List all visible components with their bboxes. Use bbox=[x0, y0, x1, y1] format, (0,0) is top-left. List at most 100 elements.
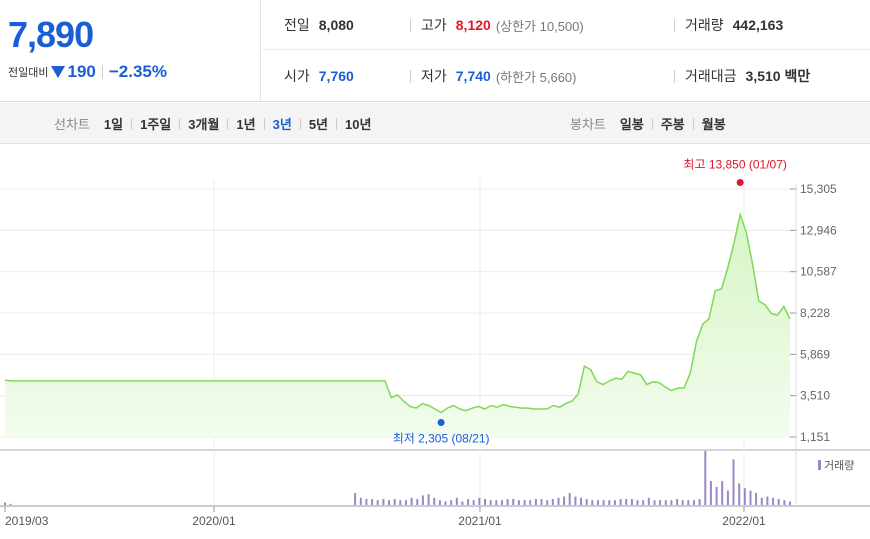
stat-value: 8,120 bbox=[455, 17, 491, 33]
stat-label: 고가 bbox=[421, 17, 447, 33]
volume-bar bbox=[444, 501, 447, 505]
volume-bar bbox=[517, 500, 520, 505]
stats-row: 시가 7,760 저가 7,740 (하한가 5,660) 거래대금 3,510… bbox=[262, 51, 870, 101]
current-price: 7,890 bbox=[8, 14, 94, 55]
divider bbox=[674, 69, 675, 83]
divider bbox=[336, 117, 338, 130]
period-1y[interactable]: 1년 bbox=[236, 117, 256, 132]
volume-bar bbox=[529, 500, 532, 505]
price-area bbox=[5, 214, 790, 437]
volume-bar bbox=[382, 499, 385, 505]
divider bbox=[131, 117, 133, 130]
period-10y[interactable]: 10년 bbox=[345, 117, 372, 132]
y-tick-label: 1,151 bbox=[800, 430, 830, 444]
volume-bar bbox=[405, 500, 407, 505]
volume-bar bbox=[687, 500, 690, 505]
volume-bar bbox=[523, 500, 526, 505]
volume-bar bbox=[630, 499, 633, 505]
volume-bar bbox=[721, 481, 724, 505]
candle-chart-label: 봉차트 bbox=[570, 117, 606, 132]
stat-sub: (상한가 10,500) bbox=[495, 18, 584, 34]
stat-label: 시가 bbox=[284, 68, 310, 84]
line-chart-periods: 선차트 1일 1주일 3개월 1년 3년 5년 10년 bbox=[54, 103, 371, 144]
candle-monthly[interactable]: 월봉 bbox=[701, 117, 726, 132]
stat-label: 거래량 bbox=[685, 17, 724, 33]
volume-bar bbox=[501, 500, 503, 505]
y-tick-label: 15,305 bbox=[800, 182, 837, 196]
volume-bar bbox=[613, 500, 616, 505]
volume-bar bbox=[597, 500, 599, 505]
volume-bar bbox=[743, 488, 746, 505]
volume-bar bbox=[777, 499, 780, 505]
y-tick-label: 5,869 bbox=[800, 347, 830, 361]
period-3y[interactable]: 3년 bbox=[272, 117, 292, 132]
volume-bar bbox=[416, 499, 419, 505]
volume-bar bbox=[506, 499, 509, 505]
volume-bar bbox=[9, 503, 12, 505]
divider bbox=[101, 65, 103, 79]
volume-bar bbox=[670, 500, 673, 505]
volume-bar bbox=[546, 500, 549, 505]
candle-daily[interactable]: 일봉 bbox=[619, 117, 644, 132]
volume-bar bbox=[659, 500, 662, 505]
period-1w[interactable]: 1주일 bbox=[140, 117, 172, 132]
stat-value: 3,510 백만 bbox=[745, 68, 811, 84]
stat-low: 저가 7,740 (하한가 5,660) bbox=[410, 51, 577, 101]
volume-bar bbox=[461, 501, 464, 505]
volume-bar bbox=[534, 499, 537, 505]
volume-bar bbox=[376, 500, 379, 505]
stats-row: 전일 8,080 고가 8,120 (상한가 10,500) 거래량 442,1… bbox=[262, 0, 870, 50]
volume-bar bbox=[489, 500, 492, 505]
divider bbox=[692, 117, 694, 130]
volume-bar bbox=[365, 499, 368, 505]
volume-bar bbox=[359, 497, 362, 505]
divider bbox=[263, 117, 265, 130]
stat-high: 고가 8,120 (상한가 10,500) bbox=[410, 0, 584, 50]
max-marker bbox=[736, 178, 744, 186]
volume-bar bbox=[749, 490, 752, 505]
volume-bar bbox=[602, 500, 605, 505]
price-line bbox=[4, 211, 791, 414]
volume-bar bbox=[653, 500, 656, 505]
volume-bar bbox=[450, 500, 453, 505]
volume-bar bbox=[647, 497, 650, 505]
stat-value: 7,760 bbox=[318, 68, 354, 84]
volume-bar bbox=[4, 502, 6, 505]
period-3m[interactable]: 3개월 bbox=[188, 117, 220, 132]
chart-toolbar: 선차트 1일 1주일 3개월 1년 3년 5년 10년 봉차트 일봉 주봉 월봉 bbox=[0, 103, 870, 144]
stat-label: 전일 bbox=[284, 17, 310, 33]
volume-bar bbox=[551, 499, 554, 505]
y-tick-label: 3,510 bbox=[800, 389, 830, 403]
volume-bar bbox=[755, 493, 758, 505]
volume-bar bbox=[591, 500, 594, 505]
max-annotation: 최고 13,850 (01/07) bbox=[683, 157, 786, 171]
candle-weekly[interactable]: 주봉 bbox=[660, 117, 685, 132]
x-tick-label: 2022/01 bbox=[722, 514, 766, 528]
change-percent: −2.35% bbox=[108, 62, 167, 81]
x-tick-label: 2021/01 bbox=[458, 514, 502, 528]
volume-legend-swatch bbox=[818, 460, 821, 470]
stat-value: 442,163 bbox=[732, 17, 784, 33]
divider bbox=[651, 117, 653, 130]
volume-bar bbox=[625, 499, 628, 505]
volume-bar bbox=[354, 493, 357, 505]
volume-bar bbox=[760, 497, 763, 505]
stat-volume: 거래량 442,163 bbox=[674, 0, 783, 50]
volume-bar bbox=[472, 500, 475, 505]
volume-bar bbox=[783, 500, 786, 505]
divider bbox=[227, 117, 229, 130]
stat-value: 8,080 bbox=[318, 17, 354, 33]
volume-bar bbox=[732, 459, 735, 505]
period-5y[interactable]: 5년 bbox=[308, 117, 329, 132]
period-1d[interactable]: 1일 bbox=[103, 117, 124, 132]
volume-bar bbox=[371, 499, 374, 505]
min-annotation: 최저 2,305 (08/21) bbox=[393, 431, 490, 445]
stat-label: 거래대금 bbox=[685, 68, 737, 84]
volume-bar bbox=[636, 500, 639, 505]
volume-bar bbox=[704, 451, 707, 505]
x-tick-label: 2019/03 bbox=[5, 514, 49, 528]
volume-bar bbox=[772, 497, 775, 505]
y-tick-label: 12,946 bbox=[800, 223, 837, 237]
divider bbox=[299, 117, 301, 130]
volume-bar bbox=[585, 499, 588, 505]
